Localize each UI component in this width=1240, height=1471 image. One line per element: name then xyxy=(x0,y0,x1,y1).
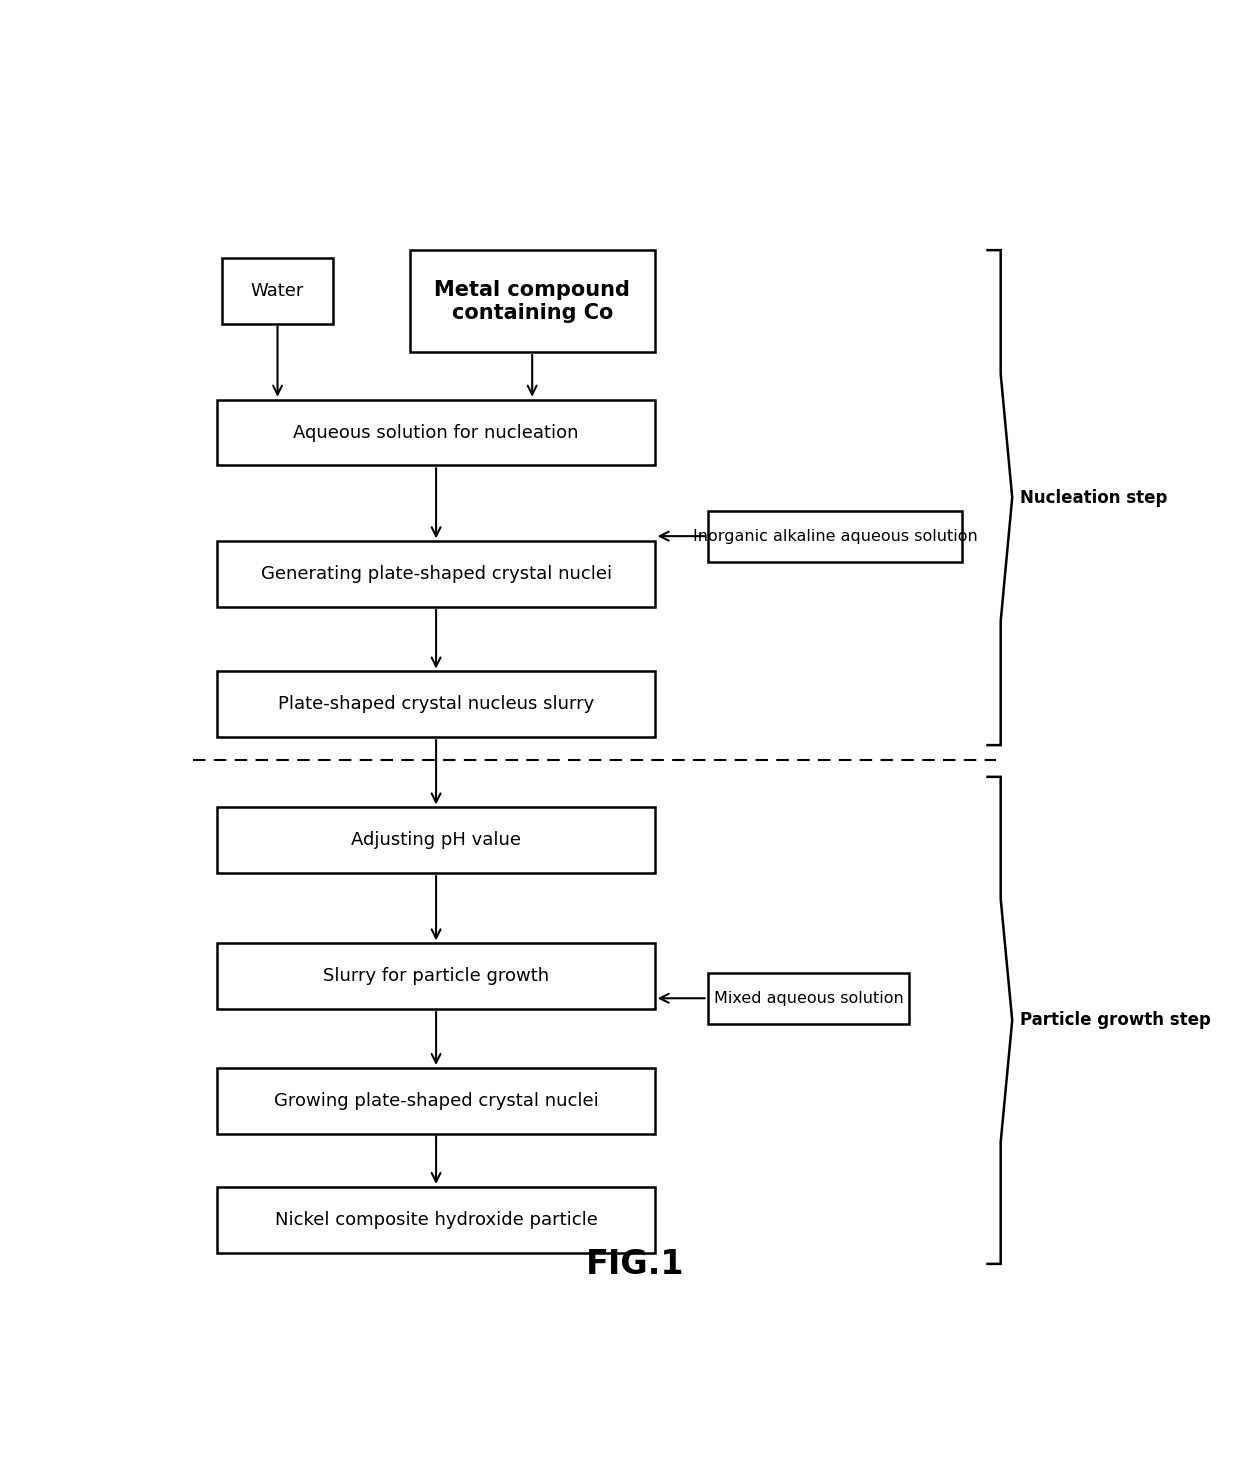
Text: Metal compound
containing Co: Metal compound containing Co xyxy=(434,279,630,322)
Bar xyxy=(222,257,332,324)
Text: Aqueous solution for nucleation: Aqueous solution for nucleation xyxy=(294,424,579,441)
Bar xyxy=(708,972,909,1024)
Text: FIG.1: FIG.1 xyxy=(587,1247,684,1281)
Text: Inorganic alkaline aqueous solution: Inorganic alkaline aqueous solution xyxy=(692,528,977,544)
Bar xyxy=(217,671,655,737)
Bar xyxy=(217,541,655,608)
Text: Nickel composite hydroxide particle: Nickel composite hydroxide particle xyxy=(274,1211,598,1228)
Bar xyxy=(217,1068,655,1134)
Text: Slurry for particle growth: Slurry for particle growth xyxy=(324,968,549,986)
Bar xyxy=(409,250,655,352)
Bar xyxy=(217,943,655,1009)
Bar xyxy=(217,400,655,465)
Bar xyxy=(708,510,962,562)
Text: Particle growth step: Particle growth step xyxy=(1019,1012,1210,1030)
Text: Mixed aqueous solution: Mixed aqueous solution xyxy=(713,991,904,1006)
Text: Generating plate-shaped crystal nuclei: Generating plate-shaped crystal nuclei xyxy=(260,565,611,583)
Text: Nucleation step: Nucleation step xyxy=(1019,490,1167,507)
Bar xyxy=(217,808,655,874)
Text: Water: Water xyxy=(250,282,304,300)
Text: Plate-shaped crystal nucleus slurry: Plate-shaped crystal nucleus slurry xyxy=(278,696,594,713)
Text: Growing plate-shaped crystal nuclei: Growing plate-shaped crystal nuclei xyxy=(274,1091,599,1109)
Text: Adjusting pH value: Adjusting pH value xyxy=(351,831,521,849)
Bar xyxy=(217,1187,655,1253)
